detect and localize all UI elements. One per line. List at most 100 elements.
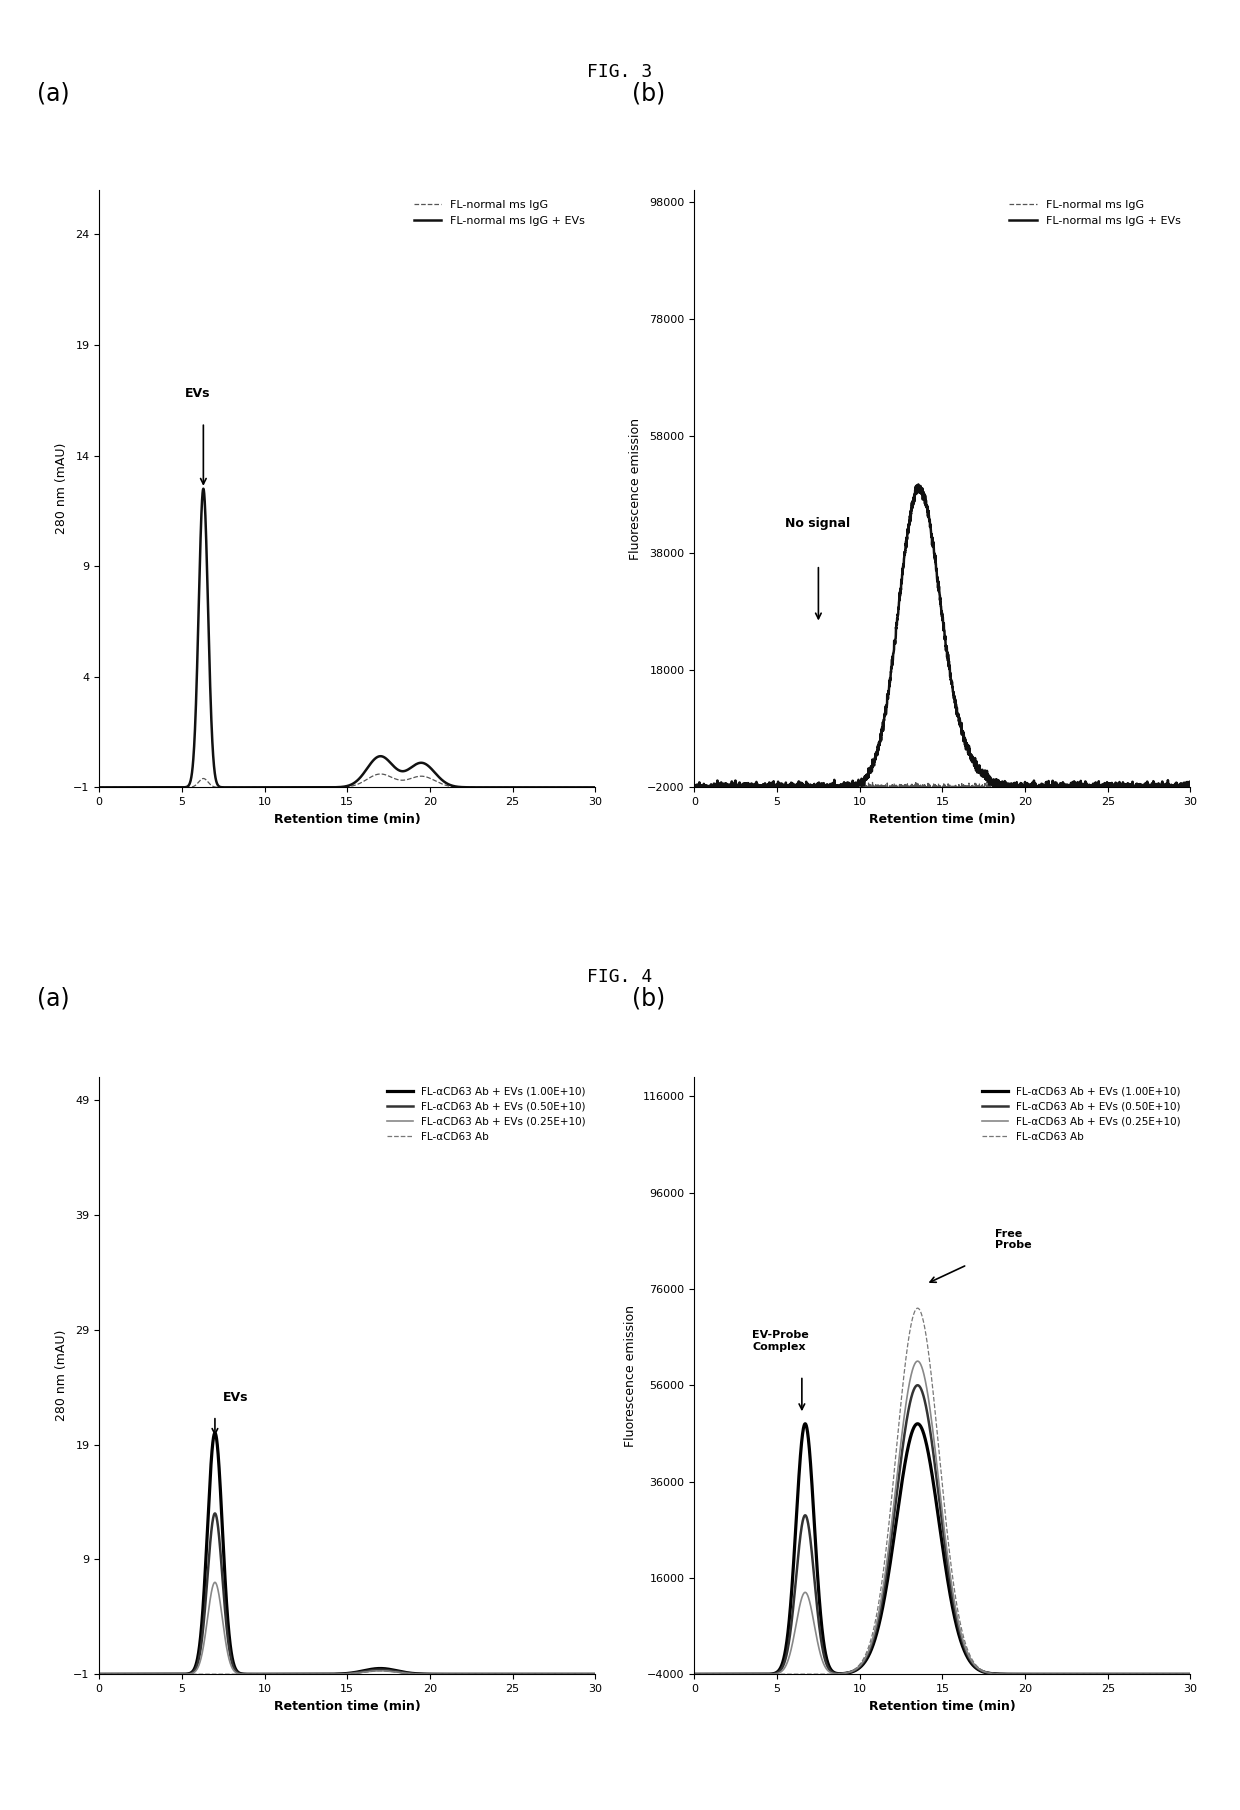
FL-αCD63 Ab + EVs (0.50E+10) (899, 1414, 914, 1435)
FL-normal ms IgG + EVs (687, 776, 702, 798)
FL-normal ms IgG + EVs (844, 784, 859, 805)
FL-normal ms IgG (281, 776, 296, 798)
X-axis label: Retention time (min): Retention time (min) (274, 1700, 420, 1712)
FL-αCD63 Ab + EVs (0.50E+10) (1173, 1663, 1188, 1685)
Line: FL-normal ms IgG: FL-normal ms IgG (99, 775, 595, 787)
FL-αCD63 Ab + EVs (0.50E+10) (304, 1663, 319, 1685)
FL-normal ms IgG (525, 776, 539, 798)
FL-normal ms IgG (373, 764, 388, 786)
FL-αCD63 Ab + EVs (0.25E+10) (744, 1663, 759, 1685)
FL-αCD63 Ab + EVs (0.25E+10) (687, 1663, 702, 1685)
FL-αCD63 Ab + EVs (1.00E+10) (578, 1663, 593, 1685)
FL-αCD63 Ab + EVs (0.25E+10) (304, 1663, 319, 1685)
FL-αCD63 Ab + EVs (0.50E+10) (588, 1663, 603, 1685)
FL-αCD63 Ab (1173, 1663, 1188, 1685)
FL-αCD63 Ab + EVs (0.25E+10) (525, 1663, 539, 1685)
FL-normal ms IgG + EVs (911, 474, 926, 496)
FL-αCD63 Ab (177, 1663, 192, 1685)
Legend: FL-normal ms IgG, FL-normal ms IgG + EVs: FL-normal ms IgG, FL-normal ms IgG + EVs (1004, 195, 1185, 230)
FL-normal ms IgG + EVs (525, 776, 539, 798)
FL-normal ms IgG + EVs (878, 702, 893, 724)
FL-normal ms IgG (92, 776, 107, 798)
FL-αCD63 Ab + EVs (1.00E+10) (588, 1663, 603, 1685)
FL-αCD63 Ab (899, 1347, 914, 1368)
FL-normal ms IgG + EVs (196, 478, 211, 500)
FL-normal ms IgG + EVs (899, 536, 914, 557)
Line: FL-αCD63 Ab + EVs (0.25E+10): FL-αCD63 Ab + EVs (0.25E+10) (694, 1361, 1190, 1674)
FL-normal ms IgG (878, 776, 893, 798)
FL-αCD63 Ab + EVs (0.50E+10) (525, 1663, 539, 1685)
FL-αCD63 Ab + EVs (0.25E+10) (578, 1663, 593, 1685)
FL-αCD63 Ab + EVs (0.50E+10) (283, 1663, 298, 1685)
Line: FL-αCD63 Ab + EVs (1.00E+10): FL-αCD63 Ab + EVs (1.00E+10) (694, 1424, 1190, 1674)
FL-αCD63 Ab + EVs (1.00E+10) (744, 1663, 759, 1685)
FL-normal ms IgG (588, 776, 603, 798)
FL-αCD63 Ab (910, 1298, 925, 1319)
FL-αCD63 Ab (281, 1663, 296, 1685)
FL-normal ms IgG + EVs (1183, 776, 1198, 798)
FL-normal ms IgG (773, 778, 787, 800)
Line: FL-normal ms IgG + EVs: FL-normal ms IgG + EVs (694, 485, 1190, 795)
Text: (a): (a) (37, 81, 69, 105)
Line: FL-normal ms IgG + EVs: FL-normal ms IgG + EVs (99, 489, 595, 787)
FL-normal ms IgG (1173, 776, 1188, 798)
FL-αCD63 Ab + EVs (1.00E+10) (773, 1658, 787, 1680)
X-axis label: Retention time (min): Retention time (min) (274, 813, 420, 825)
FL-αCD63 Ab (373, 1660, 388, 1681)
FL-normal ms IgG + EVs (744, 776, 759, 798)
FL-normal ms IgG + EVs (578, 776, 593, 798)
FL-αCD63 Ab + EVs (1.00E+10) (149, 1663, 164, 1685)
Line: FL-αCD63 Ab: FL-αCD63 Ab (694, 1309, 1190, 1674)
FL-normal ms IgG (177, 776, 192, 798)
FL-normal ms IgG (578, 776, 593, 798)
FL-normal ms IgG (687, 776, 702, 798)
FL-αCD63 Ab (744, 1663, 759, 1685)
Y-axis label: Fluorescence emission: Fluorescence emission (624, 1305, 637, 1446)
FL-αCD63 Ab (773, 1663, 787, 1685)
FL-αCD63 Ab + EVs (0.25E+10) (899, 1392, 914, 1414)
FL-normal ms IgG (304, 776, 319, 798)
FL-αCD63 Ab + EVs (1.00E+10) (1120, 1663, 1135, 1685)
FL-αCD63 Ab + EVs (0.25E+10) (283, 1663, 298, 1685)
Text: FIG. 4: FIG. 4 (588, 968, 652, 986)
FL-normal ms IgG + EVs (1120, 773, 1135, 795)
FL-normal ms IgG + EVs (588, 776, 603, 798)
FL-αCD63 Ab + EVs (0.50E+10) (744, 1663, 759, 1685)
Text: EVs: EVs (223, 1392, 249, 1405)
FL-normal ms IgG + EVs (92, 776, 107, 798)
FL-αCD63 Ab + EVs (0.25E+10) (773, 1662, 787, 1683)
FL-αCD63 Ab + EVs (0.50E+10) (877, 1575, 892, 1596)
FL-αCD63 Ab + EVs (0.50E+10) (1183, 1663, 1198, 1685)
FL-αCD63 Ab + EVs (1.00E+10) (92, 1663, 107, 1685)
FL-αCD63 Ab + EVs (0.50E+10) (687, 1663, 702, 1685)
Text: EVs: EVs (185, 387, 211, 400)
Line: FL-αCD63 Ab: FL-αCD63 Ab (99, 1671, 595, 1674)
Line: FL-normal ms IgG: FL-normal ms IgG (694, 782, 1190, 795)
FL-αCD63 Ab + EVs (0.50E+10) (773, 1660, 787, 1681)
FL-αCD63 Ab + EVs (1.00E+10) (899, 1446, 914, 1468)
FL-normal ms IgG (149, 776, 164, 798)
FL-αCD63 Ab + EVs (0.25E+10) (588, 1663, 603, 1685)
Y-axis label: 280 nm (mAU): 280 nm (mAU) (55, 443, 67, 534)
FL-normal ms IgG (827, 771, 842, 793)
FL-normal ms IgG + EVs (304, 776, 319, 798)
FL-normal ms IgG (744, 776, 759, 798)
FL-αCD63 Ab + EVs (0.25E+10) (177, 1663, 192, 1685)
Legend: FL-normal ms IgG, FL-normal ms IgG + EVs: FL-normal ms IgG, FL-normal ms IgG + EVs (409, 195, 590, 230)
FL-αCD63 Ab (1183, 1663, 1198, 1685)
FL-αCD63 Ab + EVs (0.25E+10) (1120, 1663, 1135, 1685)
Text: (b): (b) (632, 986, 666, 1010)
FL-αCD63 Ab + EVs (0.50E+10) (1120, 1663, 1135, 1685)
FL-αCD63 Ab + EVs (1.00E+10) (177, 1663, 192, 1685)
FL-αCD63 Ab + EVs (0.25E+10) (207, 1571, 222, 1593)
FL-αCD63 Ab (92, 1663, 107, 1685)
Line: FL-αCD63 Ab + EVs (0.50E+10): FL-αCD63 Ab + EVs (0.50E+10) (99, 1513, 595, 1674)
X-axis label: Retention time (min): Retention time (min) (869, 813, 1016, 825)
FL-normal ms IgG + EVs (283, 776, 298, 798)
FL-αCD63 Ab + EVs (1.00E+10) (1183, 1663, 1198, 1685)
Line: FL-αCD63 Ab + EVs (0.25E+10): FL-αCD63 Ab + EVs (0.25E+10) (99, 1582, 595, 1674)
Line: FL-αCD63 Ab + EVs (0.50E+10): FL-αCD63 Ab + EVs (0.50E+10) (694, 1385, 1190, 1674)
FL-αCD63 Ab + EVs (1.00E+10) (910, 1414, 925, 1435)
Text: No signal: No signal (785, 516, 851, 530)
Text: (a): (a) (37, 986, 69, 1010)
